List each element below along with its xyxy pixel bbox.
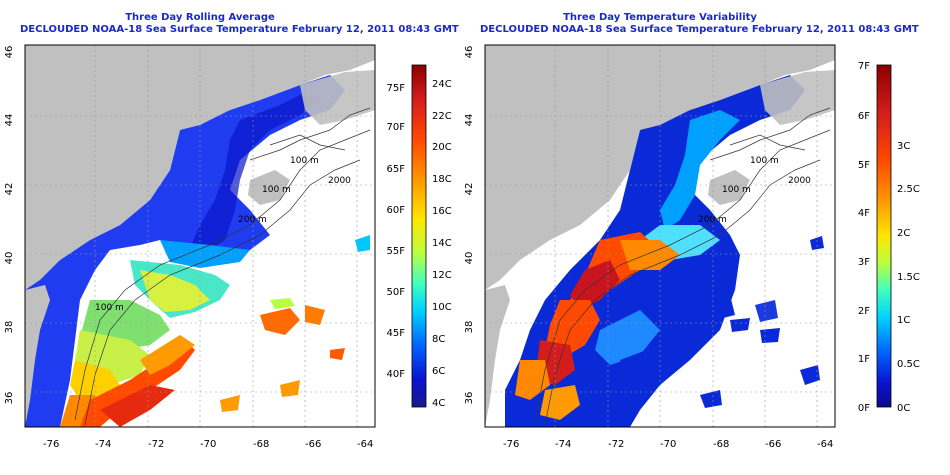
x-tick-label: -66 [305,439,321,450]
left-colorbar: 75F 70F 65F 60F 55F 50F 45F 40F 24C 22C … [387,64,452,409]
y-tick-label: 36 [4,392,15,405]
y-tick-label: 44 [464,114,475,127]
right-grid [485,45,835,427]
y-tick-label: 46 [464,46,475,59]
x-tick-label: -70 [200,439,216,450]
right-map-frame [484,44,836,428]
colorbar-c-label: 14C [432,238,452,249]
colorbar-f-label: 75F [387,83,406,94]
left-colorbar-fahrenheit-labels: 75F 70F 65F 60F 55F 50F 45F 40F [387,83,406,380]
left-title-line2: DECLOUDED NOAA-18 Sea Surface Temperatur… [20,24,459,35]
left-grid [25,45,375,427]
colorbar-c-label: 12C [432,270,452,281]
right-y-ticks: 36 38 40 42 44 46 [464,46,475,405]
y-tick-label: 42 [4,183,15,196]
right-contour-label: 100 m [750,156,779,166]
x-tick-label: -68 [253,439,269,450]
colorbar-c-label: 2.5C [897,184,920,195]
right-title-line2: DECLOUDED NOAA-18 Sea Surface Temperatur… [480,24,919,35]
right-map-panel: 100 m 100 m 2000 200 m -76 -74 -72 -70 -… [464,44,920,450]
left-contour-label: 100 m [95,303,124,313]
y-tick-label: 38 [4,321,15,334]
colorbar-c-label: 3C [897,141,910,152]
colorbar-c-label: 10C [432,302,452,313]
left-contour-label: 100 m [262,185,291,195]
right-contour-label: 2000 [788,176,811,186]
right-colorbar-celsius-labels: 3C 2.5C 2C 1.5C 1C 0.5C 0C [897,141,920,414]
x-tick-label: -74 [555,439,571,450]
left-title-line1: Three Day Rolling Average [125,12,275,23]
colorbar-f-label: 45F [387,328,406,339]
colorbar-c-label: 0C [897,403,910,414]
left-contour-label: 100 m [290,156,319,166]
y-tick-label: 46 [4,46,15,59]
x-tick-label: -72 [148,439,164,450]
colorbar-f-label: 60F [387,205,406,216]
colorbar-f-label: 55F [387,246,406,257]
colorbar-c-label: 2C [897,228,910,239]
colorbar-f-label: 0F [858,403,870,414]
colorbar-c-label: 20C [432,142,452,153]
left-contour-label: 200 m [238,215,267,225]
colorbar-f-label: 70F [387,122,406,133]
x-tick-label: -70 [660,439,676,450]
colorbar-f-label: 5F [858,160,870,171]
y-tick-label: 36 [464,392,475,405]
colorbar-f-label: 4F [858,208,870,219]
colorbar-f-label: 7F [858,61,870,72]
colorbar-c-label: 22C [432,111,452,122]
colorbar-f-label: 40F [387,369,406,380]
colorbar-c-label: 24C [432,79,452,90]
left-map-panel: 100 m 100 m 2000 200 m 100 m -76 -74 -72… [4,44,452,450]
right-colorbar: 7F 6F 5F 4F 3F 2F 1F 0F 3C 2.5C 2C 1.5C … [858,61,920,414]
y-tick-label: 44 [4,114,15,127]
colorbar-f-label: 1F [858,354,870,365]
x-tick-label: -64 [817,439,833,450]
colorbar-c-label: 18C [432,174,452,185]
right-x-ticks: -76 -74 -72 -70 -68 -66 -64 [503,439,833,450]
x-tick-label: -66 [765,439,781,450]
x-tick-label: -74 [95,439,111,450]
x-tick-label: -76 [43,439,59,450]
right-bathymetry-contours [534,107,831,426]
right-colorbar-fahrenheit-labels: 7F 6F 5F 4F 3F 2F 1F 0F [858,61,870,414]
colorbar-c-label: 1.5C [897,272,920,283]
right-contour-label: 100 m [722,185,751,195]
colorbar-f-label: 65F [387,164,406,175]
right-colorbar-bar [876,64,892,408]
x-tick-label: -72 [608,439,624,450]
x-tick-label: -64 [357,439,373,450]
colorbar-f-label: 6F [858,111,870,122]
left-land [25,45,375,427]
colorbar-f-label: 2F [858,306,870,317]
colorbar-f-label: 3F [858,257,870,268]
left-x-ticks: -76 -74 -72 -70 -68 -66 -64 [43,439,373,450]
y-tick-label: 40 [4,252,15,265]
left-map-frame [24,44,376,428]
right-title-line1: Three Day Temperature Variability [563,12,757,23]
x-tick-label: -76 [503,439,519,450]
right-land [485,45,835,427]
right-contour-label: 200 m [698,215,727,225]
left-bathymetry-contours [74,107,371,426]
colorbar-f-label: 50F [387,287,406,298]
y-tick-label: 42 [464,183,475,196]
left-contour-label: 2000 [328,176,351,186]
left-y-ticks: 36 38 40 42 44 46 [4,46,15,405]
left-colorbar-bar [411,64,427,408]
colorbar-c-label: 16C [432,206,452,217]
x-tick-label: -68 [713,439,729,450]
colorbar-c-label: 8C [432,334,445,345]
colorbar-c-label: 1C [897,315,910,326]
colorbar-c-label: 6C [432,366,445,377]
y-tick-label: 40 [464,252,475,265]
y-tick-label: 38 [464,321,475,334]
left-colorbar-celsius-labels: 24C 22C 20C 18C 16C 14C 12C 10C 8C 6C 4C [432,79,452,409]
colorbar-c-label: 0.5C [897,359,920,370]
colorbar-c-label: 4C [432,398,445,409]
